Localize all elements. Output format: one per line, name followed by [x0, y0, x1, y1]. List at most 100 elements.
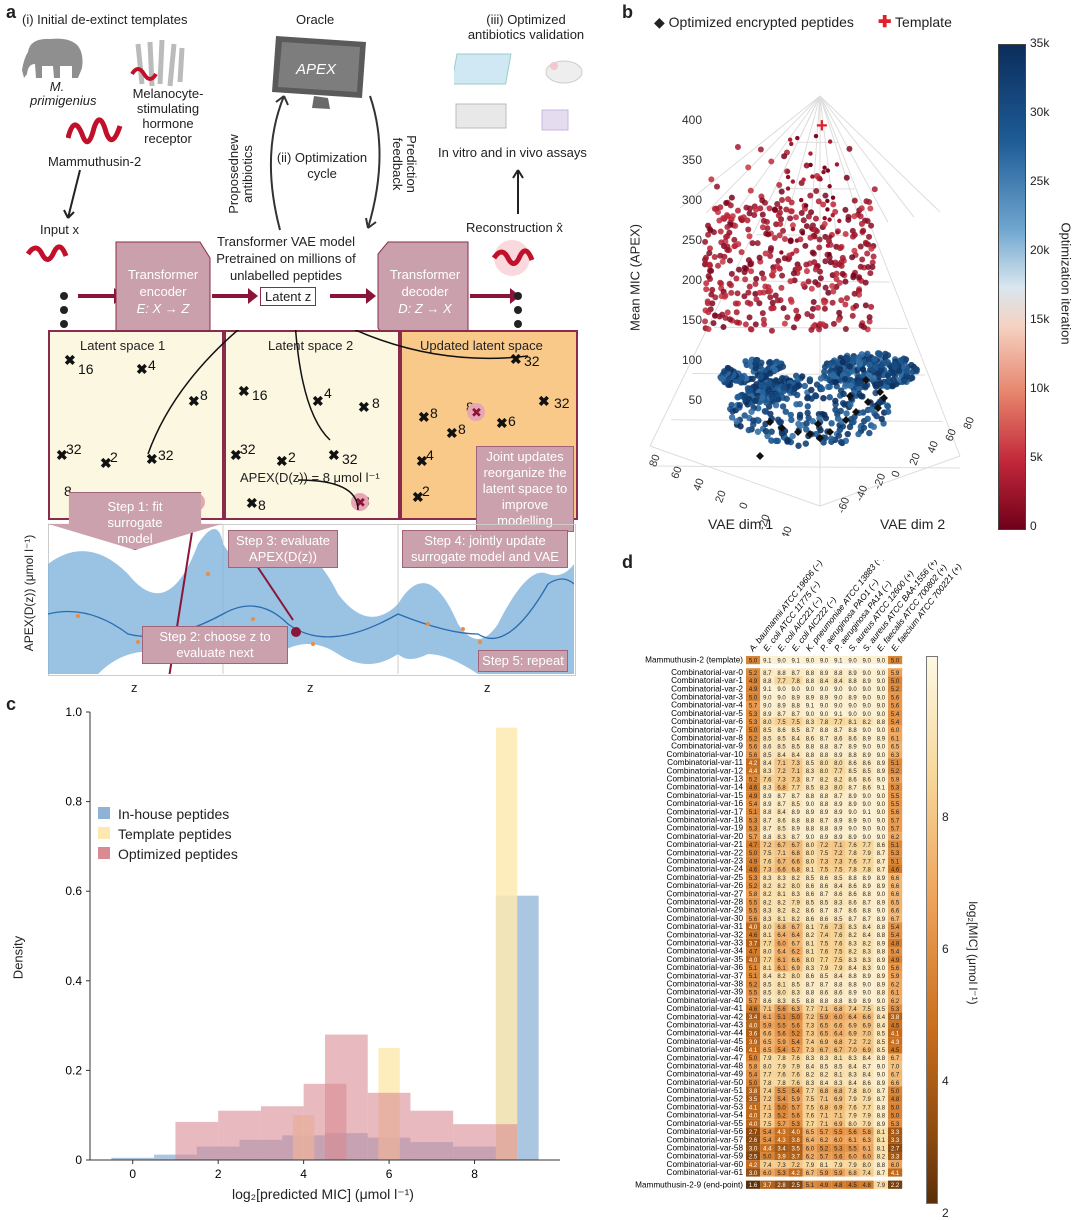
heatmap-cell-value: 2.5 — [749, 1155, 758, 1161]
heatmap-cell-value: 8.2 — [834, 777, 843, 783]
svg-text:32: 32 — [524, 353, 540, 369]
heatmap-cell-value: 7.3 — [763, 1114, 772, 1120]
heatmap-cell-value: 6.0 — [891, 1163, 900, 1169]
x-tick-label: 6 — [386, 1167, 393, 1181]
c-legend-template: Template peptides — [98, 824, 238, 844]
heatmap-cell-value: 8.7 — [806, 728, 815, 734]
heatmap-cell-value: 4.9 — [749, 859, 758, 865]
heatmap-cell-value: 8.8 — [877, 925, 886, 931]
b-x-tick: 0 — [737, 501, 750, 511]
heatmap-cell-value: 8.4 — [863, 933, 872, 939]
heatmap-cell-value: 7.2 — [820, 843, 829, 849]
heatmap-cell-value: 8.5 — [820, 1064, 829, 1070]
b-z-tick: 150 — [682, 313, 702, 327]
heatmap-cell-value: 8.7 — [877, 868, 886, 874]
cross-icon: ✚ — [878, 14, 891, 31]
heatmap-cell-value: 8.5 — [877, 1007, 886, 1013]
heatmap-cell-value: 9.0 — [877, 679, 886, 685]
decoder-fn: D: Z → X — [380, 300, 470, 317]
heatmap-cell-value: 8.9 — [848, 835, 857, 841]
heatmap-cell-value: 8.0 — [763, 925, 772, 931]
heatmap-cell-value: 9.1 — [763, 687, 772, 693]
heatmap-cell-value: 7.5 — [777, 720, 786, 726]
heatmap-cell-value: 8.6 — [863, 1081, 872, 1087]
heatmap-cell-value: 8.7 — [877, 1097, 886, 1103]
peptide-name: Mammuthusin-2 — [48, 154, 141, 169]
heatmap-cell-value: 3.8 — [792, 1138, 801, 1144]
heatmap-cell-value: 8.6 — [763, 745, 772, 751]
heatmap-cell-value: 6.7 — [792, 843, 801, 849]
heatmap-cell-value: 5.4 — [749, 1073, 758, 1079]
heatmap-cell-value: 8.3 — [763, 909, 772, 915]
heatmap-cell-value: 8.8 — [792, 818, 801, 824]
heatmap-cell-value: 6.6 — [891, 1081, 900, 1087]
heatmap-row-label: Mammuthusin-2-9 (end-point) — [635, 1180, 743, 1189]
heatmap-cell-value: 8.0 — [863, 1089, 872, 1095]
c-legend-swatch-inhouse — [98, 807, 110, 819]
heatmap-cell-value: 9.0 — [877, 999, 886, 1005]
heatmap-cell-value: 7.3 — [806, 1048, 815, 1054]
heatmap-cell-value: 8.6 — [848, 884, 857, 890]
heatmap-cell-value: 8.0 — [806, 851, 815, 857]
step5-callout: Step 5: repeat — [478, 650, 568, 672]
heatmap-cell-value: 7.7 — [806, 1122, 815, 1128]
heatmap-cell-value: 8.7 — [834, 794, 843, 800]
heatmap-cell-value: 8.8 — [763, 679, 772, 685]
heatmap-cell-value: 8.5 — [763, 982, 772, 988]
svg-text:16: 16 — [78, 361, 94, 377]
heatmap-cell-value: 8.8 — [863, 892, 872, 898]
heatmap-cell-value: 6.9 — [863, 1048, 872, 1054]
heatmap-cell-value: 8.7 — [820, 892, 829, 898]
heatmap-cell-value: 5.0 — [792, 1015, 801, 1021]
heatmap-cell-value: 6.4 — [777, 933, 786, 939]
heatmap-cell-value: 5.1 — [806, 1183, 815, 1189]
heatmap-cell-value: 9.0 — [877, 966, 886, 972]
heatmap-cell-value: 9.0 — [877, 1073, 886, 1079]
heatmap-cell-value: 9.0 — [763, 704, 772, 710]
heatmap-cell-value: 7.9 — [863, 851, 872, 857]
heatmap-cell-value: 4.0 — [749, 1023, 758, 1029]
heatmap-cell-value: 7.9 — [848, 1163, 857, 1169]
heatmap-cell-value: 8.6 — [848, 736, 857, 742]
heatmap-cell-value: 6.7 — [891, 1056, 900, 1062]
heatmap-cell-value: 4.2 — [749, 1163, 758, 1169]
heatmap-cell-value: 6.3 — [792, 1007, 801, 1013]
heatmap-cell-value: 6.6 — [891, 909, 900, 915]
heatmap-cell-value: 6.5 — [806, 1130, 815, 1136]
heatmap-cell-value: 5.6 — [792, 1023, 801, 1029]
heatmap-cell-value: 9.0 — [877, 728, 886, 734]
heatmap-cell-value: 8.5 — [877, 1048, 886, 1054]
heatmap-cell-value: 6.8 — [834, 1089, 843, 1095]
heatmap-cell-value: 9.1 — [877, 786, 886, 792]
heatmap-cell-value: 8.8 — [806, 679, 815, 685]
heatmap-cell-value: 5.7 — [820, 1130, 829, 1136]
heatmap-cell-value: 8.2 — [792, 909, 801, 915]
heatmap-cell-value: 5.4 — [763, 1130, 772, 1136]
b-cbar-tick: 20k — [1030, 243, 1049, 257]
heatmap-cell-value: 9.1 — [834, 712, 843, 718]
b-ylabel: VAE dim 2 — [880, 516, 945, 532]
heatmap-cell-value: 3.0 — [749, 1171, 758, 1177]
c-legend-optimized-label: Optimized peptides — [118, 846, 238, 862]
heatmap-cell-value: 8.1 — [806, 950, 815, 956]
helix-icon — [66, 108, 126, 148]
heatmap-cell-value: 3.8 — [891, 1015, 900, 1021]
heatmap-cell-value: 8.8 — [877, 1163, 886, 1169]
heatmap-cell-value: 8.3 — [763, 917, 772, 923]
b-cbar-tick: 15k — [1030, 312, 1049, 326]
heatmap-cell-value: 7.2 — [834, 851, 843, 857]
heatmap-cell-value: 5.9 — [891, 974, 900, 980]
heatmap-cell-value: 8.1 — [834, 1073, 843, 1079]
heatmap-cell-value: 4.8 — [891, 941, 900, 947]
svg-text:✖: ✖ — [276, 453, 288, 469]
c-legend-swatch-template — [98, 827, 110, 839]
svg-text:✖: ✖ — [64, 352, 76, 368]
heatmap-cell-value: 7.2 — [792, 1163, 801, 1169]
b-cbar-tick: 30k — [1030, 105, 1049, 119]
heatmap-cell-value: 6.8 — [792, 851, 801, 857]
heatmap-cell-value: 9.0 — [848, 712, 857, 718]
heatmap-cell-value: 7.8 — [777, 1081, 786, 1087]
heatmap-cell-value: 6.4 — [806, 1138, 815, 1144]
heatmap-cell-value: 7.7 — [792, 786, 801, 792]
heatmap-cell-value: 6.0 — [863, 1155, 872, 1161]
